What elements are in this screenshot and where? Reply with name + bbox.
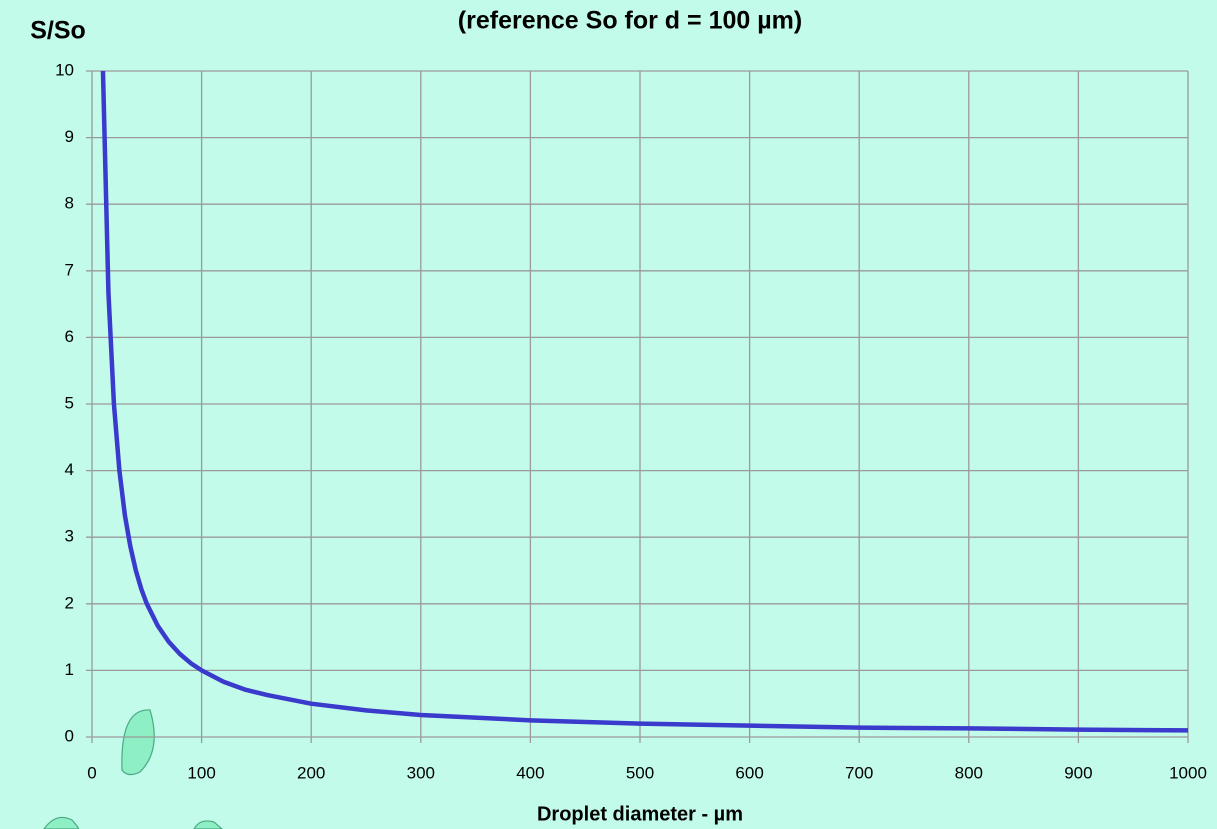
y-tick-label: 8 bbox=[65, 194, 74, 213]
x-tick-label: 300 bbox=[407, 763, 435, 782]
x-tick-label: 900 bbox=[1064, 763, 1092, 782]
x-tick-label: 700 bbox=[845, 763, 873, 782]
y-tick-label: 1 bbox=[65, 660, 74, 679]
y-tick-label: 2 bbox=[65, 593, 74, 612]
x-tick-label: 500 bbox=[626, 763, 654, 782]
x-axis-label: Droplet diameter - µm bbox=[537, 803, 743, 825]
y-tick-label: 4 bbox=[65, 460, 74, 479]
x-tick-label: 200 bbox=[297, 763, 325, 782]
y-axis-label: S/So bbox=[30, 17, 86, 45]
y-tick-label: 0 bbox=[65, 726, 74, 745]
blob bbox=[193, 820, 223, 829]
chart-title: (reference So for d = 100 µm) bbox=[458, 7, 802, 35]
y-tick-label: 9 bbox=[65, 127, 74, 146]
x-tick-label: 100 bbox=[187, 763, 215, 782]
y-tick-label: 3 bbox=[65, 527, 74, 546]
y-tick-label: 7 bbox=[65, 260, 74, 279]
y-tick-label: 10 bbox=[55, 60, 74, 79]
blob bbox=[43, 816, 79, 829]
data-line bbox=[100, 70, 1189, 733]
x-tick-label: 400 bbox=[516, 763, 544, 782]
blob bbox=[121, 709, 155, 776]
x-tick-label: 600 bbox=[735, 763, 763, 782]
y-tick-label: 5 bbox=[65, 393, 74, 412]
x-tick-label: 800 bbox=[955, 763, 983, 782]
x-tick-label: 0 bbox=[87, 763, 96, 782]
y-tick-label: 6 bbox=[65, 327, 74, 346]
x-tick-label: 1000 bbox=[1169, 763, 1207, 782]
